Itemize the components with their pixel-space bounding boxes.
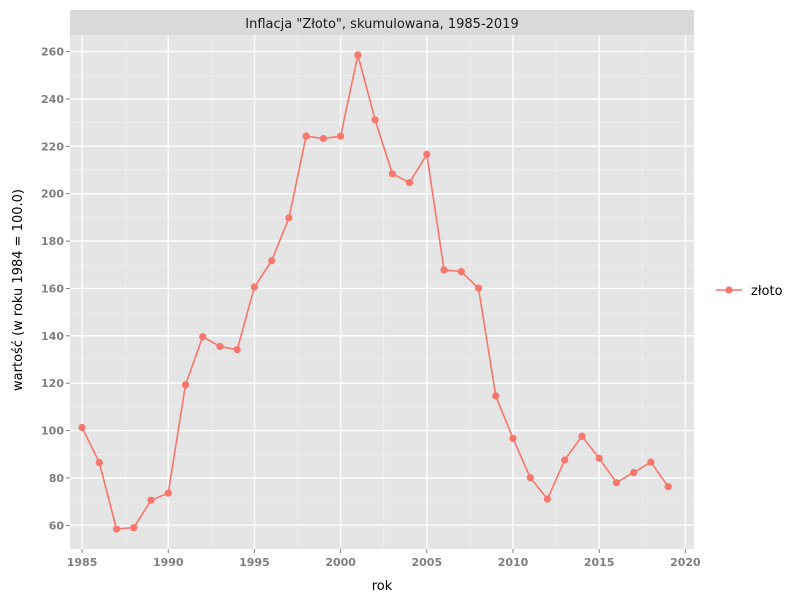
data-point <box>457 268 465 276</box>
data-point <box>112 525 121 533</box>
data-point <box>164 489 172 497</box>
legend: złoto <box>716 284 783 299</box>
data-point <box>474 284 483 292</box>
legend-dot-icon <box>725 286 733 294</box>
series-group <box>78 51 672 533</box>
data-point <box>440 266 448 274</box>
data-point <box>595 454 603 462</box>
y-tick-label: 160 <box>41 282 64 295</box>
data-point <box>199 333 207 341</box>
x-tick-label: 2015 <box>584 556 615 569</box>
data-point <box>543 495 552 503</box>
legend-label: złoto <box>751 284 783 299</box>
data-point <box>509 434 517 442</box>
y-tick-label: 100 <box>41 425 64 438</box>
y-tick-label: 120 <box>41 377 64 390</box>
x-tick-label: 1990 <box>153 556 184 569</box>
x-tick-label: 1985 <box>67 556 98 569</box>
data-point <box>354 51 362 59</box>
y-tick-label: 260 <box>41 46 64 59</box>
y-tick-label: 60 <box>49 519 65 532</box>
y-tick-label: 140 <box>41 330 64 343</box>
y-tick-label: 80 <box>49 472 65 485</box>
y-tick-label: 240 <box>41 93 64 106</box>
x-axis-ticks: 1985 1990 1995 2000 2005 2010 2015 2020 <box>67 549 701 569</box>
data-point <box>250 283 259 291</box>
data-point <box>78 423 86 432</box>
data-point <box>216 342 224 351</box>
x-tick-label: 2000 <box>325 556 356 569</box>
data-point <box>371 116 379 124</box>
grid-lines <box>70 35 694 549</box>
data-point <box>147 496 155 504</box>
y-tick-label: 180 <box>41 235 64 248</box>
data-point <box>302 132 310 140</box>
data-point <box>285 214 293 222</box>
x-tick-label: 1995 <box>239 556 270 569</box>
data-point <box>526 474 534 482</box>
y-tick-label: 220 <box>41 140 64 153</box>
y-axis-title: wartość (w roku 1984 = 100.0) <box>11 189 26 391</box>
data-point <box>647 458 655 466</box>
data-point <box>95 458 103 467</box>
data-point <box>388 170 396 178</box>
data-point <box>561 456 569 464</box>
data-point <box>578 432 586 440</box>
x-tick-label: 2010 <box>498 556 529 569</box>
x-tick-label: 2020 <box>670 556 701 569</box>
data-point <box>423 150 431 158</box>
data-point <box>233 345 241 354</box>
x-tick-label: 2005 <box>412 556 443 569</box>
data-point <box>664 483 672 491</box>
data-point <box>405 178 414 187</box>
data-point <box>130 524 138 532</box>
data-point <box>319 134 327 143</box>
data-point <box>630 468 638 477</box>
title-strip <box>70 10 694 35</box>
x-axis-title: rok <box>372 579 393 594</box>
chart-title: Inflacja "Złoto", skumulowana, 1985-2019 <box>245 17 518 32</box>
y-axis-ticks: 60 80 100 120 140 160 180 200 220 240 260 <box>41 46 70 532</box>
data-point <box>492 392 500 400</box>
data-point <box>337 132 345 140</box>
plot-panel <box>70 35 694 549</box>
data-point <box>181 381 190 389</box>
data-point <box>612 479 621 487</box>
y-tick-label: 200 <box>41 188 64 201</box>
data-point <box>268 257 276 265</box>
